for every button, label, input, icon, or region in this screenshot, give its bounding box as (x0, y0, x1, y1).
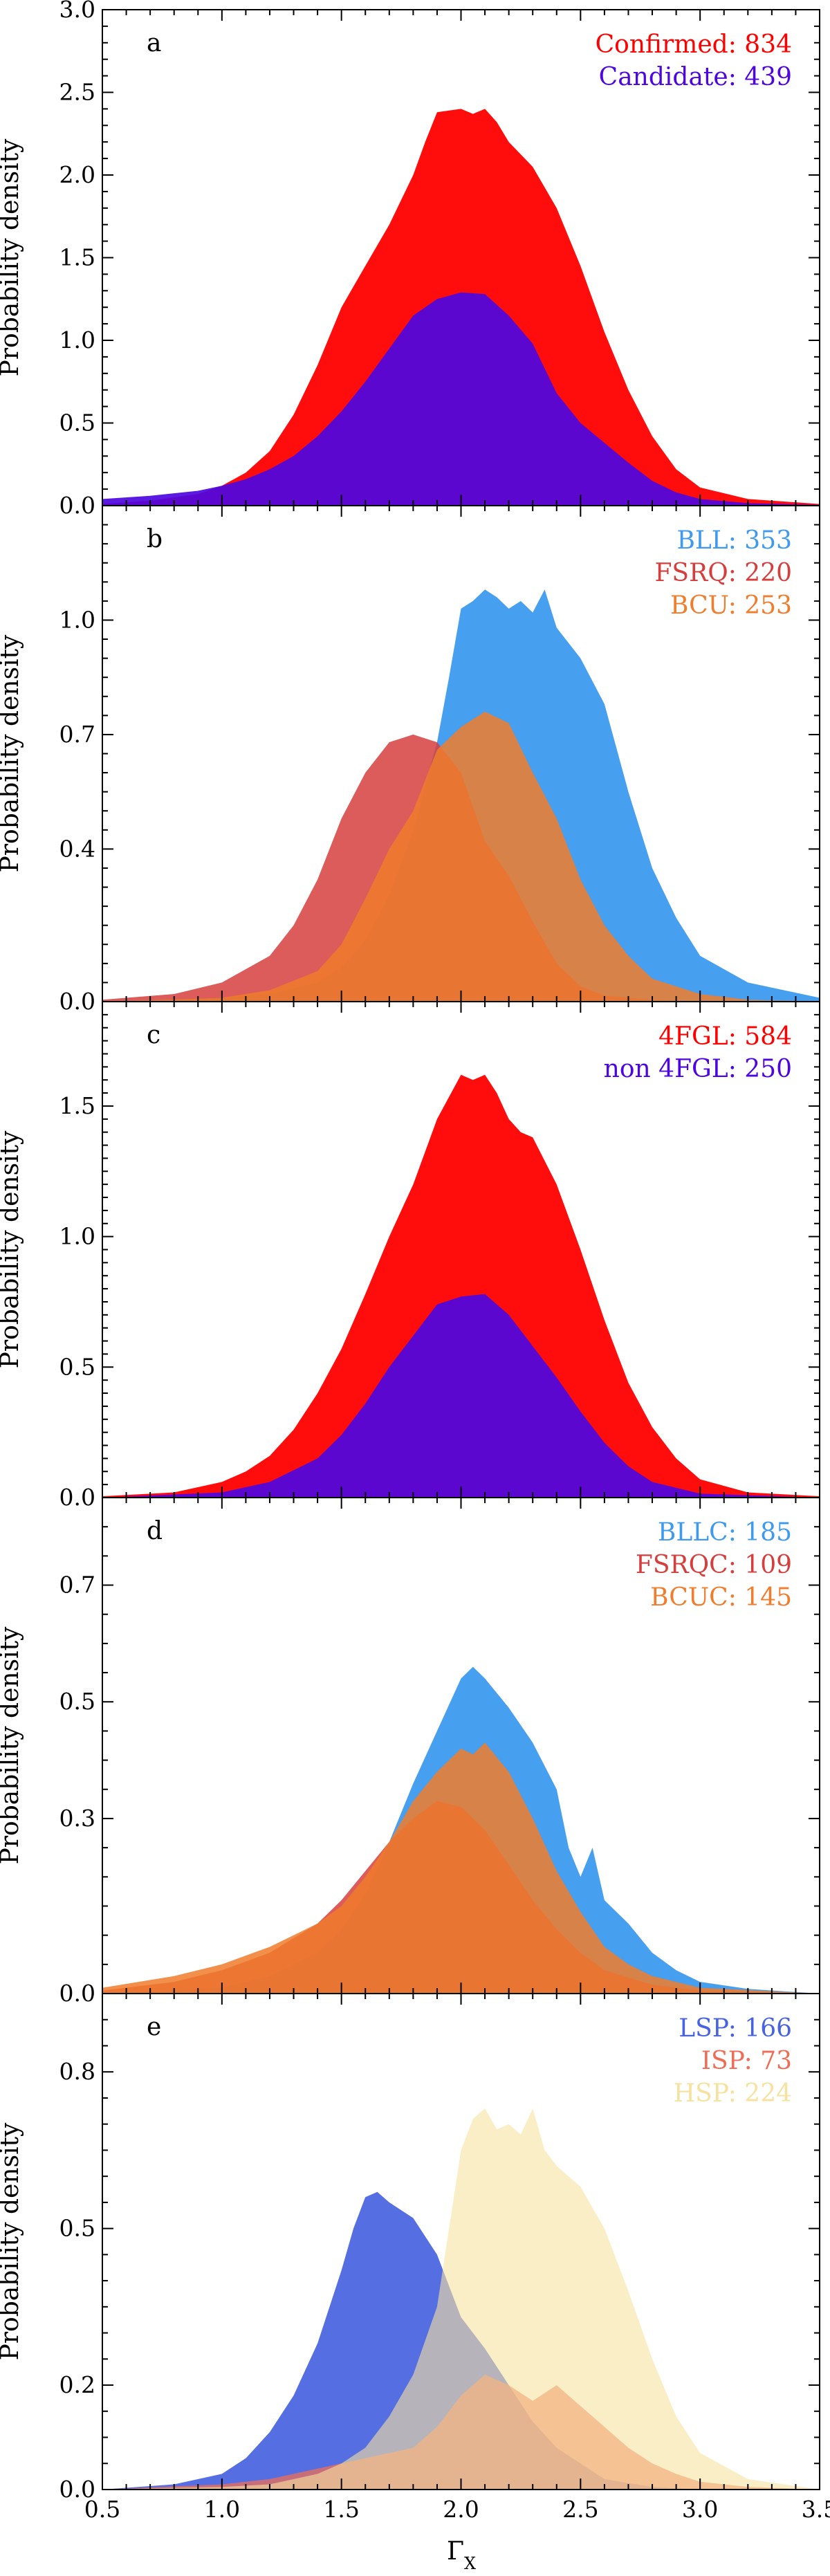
y-tick-label: 0.7 (59, 1572, 95, 1599)
legend-entry: BCU: 253 (670, 591, 792, 620)
area-series-e-3 (102, 2108, 820, 2490)
x-tick-label: 2.0 (443, 2496, 479, 2523)
x-axis-title-sub: X (464, 2554, 476, 2573)
y-tick-label: 0.3 (59, 1805, 95, 1832)
x-tick-label: 1.0 (204, 2496, 240, 2523)
area-series-b-3 (102, 711, 820, 1002)
y-axis-title: Probability density (0, 1626, 24, 1864)
legend-entry: non 4FGL: 250 (604, 1055, 792, 1083)
y-tick-label: 1.5 (59, 1092, 95, 1119)
legend-entry: FSRQC: 109 (636, 1551, 792, 1579)
panel-letter: d (147, 1517, 163, 1545)
legend-entry: FSRQ: 220 (654, 559, 792, 587)
y-tick-label: 0.0 (59, 492, 95, 519)
x-tick-label: 2.5 (562, 2496, 598, 2523)
y-tick-label: 0.8 (59, 2058, 95, 2085)
y-tick-label: 1.0 (59, 1223, 95, 1250)
legend-entry: Candidate: 439 (599, 63, 792, 91)
area-series-e-1 (102, 2191, 701, 2490)
panel-letter: b (147, 525, 163, 553)
y-tick-label: 0.0 (59, 1484, 95, 1511)
legend-entry: Confirmed: 834 (596, 30, 792, 59)
y-tick-label: 0.7 (59, 721, 95, 748)
legend-entry: BLLC: 185 (658, 1518, 792, 1547)
y-tick-label: 0.4 (59, 835, 95, 862)
x-tick-label: 3.0 (682, 2496, 718, 2523)
y-axis-title: Probability density (0, 1130, 24, 1368)
y-tick-label: 0.5 (59, 1353, 95, 1380)
y-tick-label: 1.5 (59, 244, 95, 271)
panel-letter: a (147, 29, 161, 57)
y-tick-label: 2.5 (59, 79, 95, 106)
panel-letter: c (147, 1021, 160, 1049)
legend-entry: HSP: 224 (674, 2079, 792, 2108)
area-series-a-2 (102, 292, 820, 506)
legend-entry: BLL: 353 (676, 526, 792, 555)
panel-e: 0.0 0.2 0.5 0.8 0.5 1.0 1.5 2.0 2.5 3.0 3.5 Probabi… (0, 1993, 830, 2523)
area-series-c-1 (102, 1074, 820, 1498)
legend-entry: 4FGL: 584 (658, 1022, 792, 1051)
y-tick-label: 0.0 (59, 1980, 95, 2007)
legend-entry: LSP: 166 (679, 2014, 792, 2043)
panel-a: 0.0 0.5 1.0 1.5 2.0 2.5 3.0 Probability density… (0, 0, 820, 519)
x-axis-title-main: Γ (447, 2537, 464, 2566)
y-tick-label: 0.5 (59, 2215, 95, 2242)
y-tick-label: 3.0 (59, 0, 95, 23)
y-axis-title: Probability density (0, 634, 24, 872)
legend-entry: ISP: 73 (701, 2047, 792, 2075)
y-tick-label: 0.2 (59, 2371, 95, 2398)
x-tick-label: 3.5 (802, 2496, 830, 2523)
y-tick-label: 0.0 (59, 2476, 95, 2503)
x-tick-label: 1.5 (323, 2496, 359, 2523)
x-axis-title: ΓX (447, 2537, 476, 2573)
y-tick-label: 2.0 (59, 161, 95, 188)
y-tick-label: 0.0 (59, 988, 95, 1015)
y-tick-label: 0.5 (59, 410, 95, 436)
panel-letter: e (147, 2013, 161, 2041)
y-axis-title: Probability density (0, 138, 24, 376)
x-tick-label: 0.5 (84, 2496, 120, 2523)
area-series-d-3 (102, 1742, 820, 1994)
legend-entry: BCUC: 145 (650, 1583, 792, 1612)
y-tick-label: 1.0 (59, 606, 95, 633)
y-tick-label: 1.0 (59, 326, 95, 353)
y-tick-label: 0.5 (59, 1688, 95, 1715)
y-axis-title: Probability density (0, 2122, 24, 2360)
area-series-c-2 (102, 1294, 820, 1498)
